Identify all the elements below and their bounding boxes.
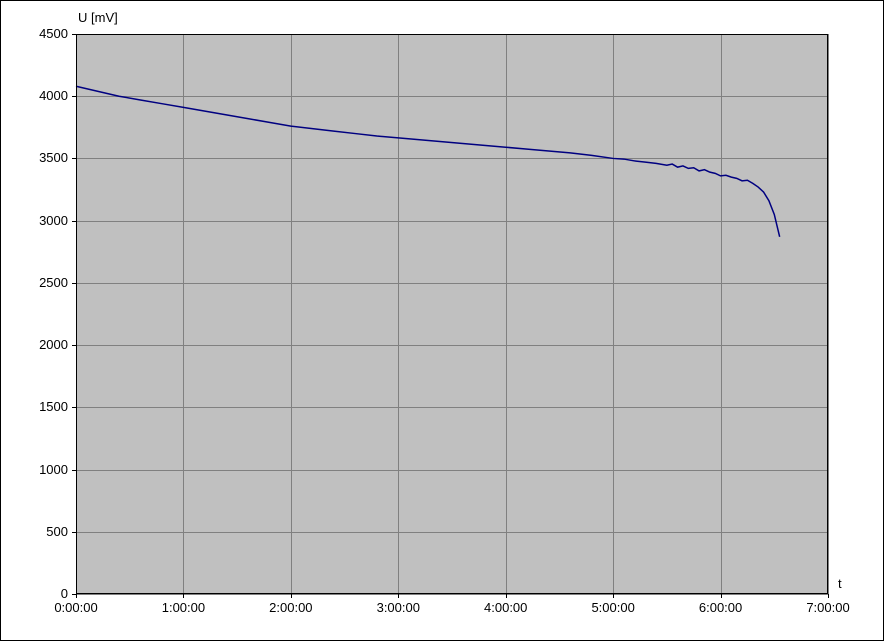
x-tick-mark <box>828 594 829 598</box>
y-tick-label: 3000 <box>39 213 68 228</box>
x-tick-label: 1:00:00 <box>148 600 218 615</box>
x-tick-mark <box>76 594 77 598</box>
x-axis-title: t <box>838 576 842 591</box>
x-tick-label: 3:00:00 <box>363 600 433 615</box>
data-series <box>76 34 828 594</box>
y-tick-label: 3500 <box>39 150 68 165</box>
x-tick-mark <box>721 594 722 598</box>
y-tick-mark <box>72 532 76 533</box>
x-tick-label: 5:00:00 <box>578 600 648 615</box>
x-tick-mark <box>613 594 614 598</box>
y-tick-label: 4000 <box>39 88 68 103</box>
x-tick-label: 6:00:00 <box>686 600 756 615</box>
y-tick-label: 500 <box>46 524 68 539</box>
y-tick-label: 4500 <box>39 26 68 41</box>
x-tick-mark <box>398 594 399 598</box>
x-tick-label: 2:00:00 <box>256 600 326 615</box>
chart-frame: U [mV] t 0 500 1000 1500 2000 2500 3000 3500 400… <box>0 0 884 641</box>
y-tick-label: 1000 <box>39 462 68 477</box>
y-tick-label: 0 <box>61 586 68 601</box>
y-tick-mark <box>72 283 76 284</box>
x-tick-label: 4:00:00 <box>471 600 541 615</box>
x-tick-mark <box>291 594 292 598</box>
y-tick-mark <box>72 96 76 97</box>
y-tick-label: 2000 <box>39 337 68 352</box>
x-tick-label: 0:00:00 <box>41 600 111 615</box>
y-tick-mark <box>72 221 76 222</box>
y-tick-label: 1500 <box>39 399 68 414</box>
y-tick-mark <box>72 345 76 346</box>
gridline-vertical <box>828 34 829 594</box>
x-tick-label: 7:00:00 <box>793 600 863 615</box>
plot-area <box>76 34 828 594</box>
series-line <box>76 86 780 237</box>
y-tick-mark <box>72 34 76 35</box>
y-tick-mark <box>72 158 76 159</box>
y-tick-mark <box>72 470 76 471</box>
y-tick-label: 2500 <box>39 275 68 290</box>
gridline-horizontal <box>76 594 828 595</box>
x-tick-mark <box>183 594 184 598</box>
y-axis-title: U [mV] <box>78 10 118 25</box>
y-tick-mark <box>72 407 76 408</box>
x-tick-mark <box>506 594 507 598</box>
